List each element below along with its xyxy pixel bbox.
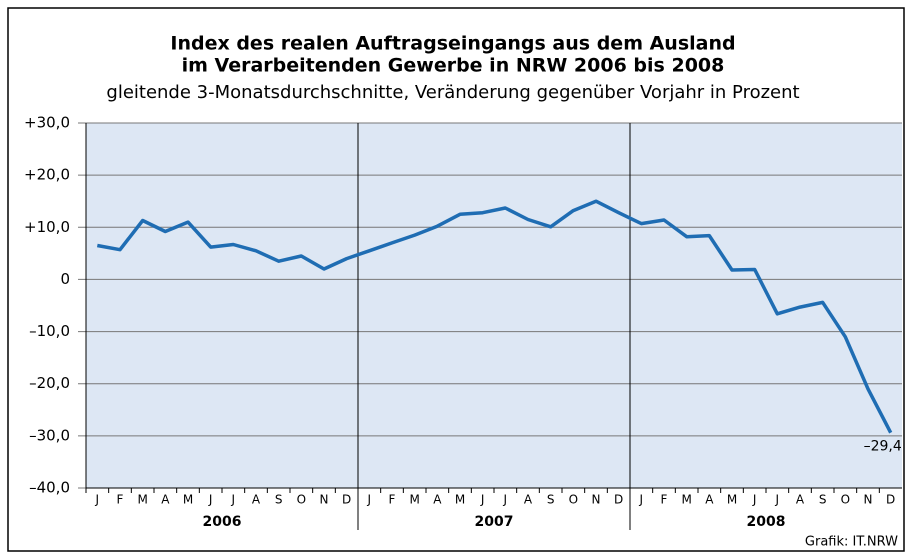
x-tick-label: M [137, 493, 147, 507]
x-tick-label: J [231, 493, 236, 507]
x-tick-label: A [433, 493, 442, 507]
x-tick-label: A [161, 493, 170, 507]
y-tick-label: +30,0 [24, 114, 70, 132]
y-tick-label: –40,0 [29, 479, 70, 497]
y-tick-label: +20,0 [24, 166, 70, 184]
chart-title: im Verarbeitenden Gewerbe in NRW 2006 bi… [182, 55, 725, 77]
x-tick-label: N [864, 493, 873, 507]
x-tick-label: S [547, 493, 555, 507]
y-tick-label: –10,0 [29, 322, 70, 340]
y-tick-label: –20,0 [29, 374, 70, 392]
chart-title: Index des realen Auftragseingangs aus de… [170, 33, 735, 55]
x-tick-label: A [524, 493, 533, 507]
chart-subtitle: gleitende 3-Monatsdurchschnitte, Verände… [106, 82, 799, 103]
x-tick-label: J [775, 493, 780, 507]
x-tick-label: O [569, 493, 578, 507]
year-label: 2006 [203, 514, 242, 530]
x-tick-label: F [117, 493, 124, 507]
x-tick-label: O [297, 493, 306, 507]
x-tick-label: F [661, 493, 668, 507]
x-tick-label: J [480, 493, 485, 507]
x-tick-label: S [819, 493, 827, 507]
x-tick-label: J [503, 493, 508, 507]
x-tick-label: M [409, 493, 419, 507]
x-tick-label: M [727, 493, 737, 507]
plot-area [86, 123, 902, 488]
y-tick-label: +10,0 [24, 218, 70, 236]
x-tick-label: J [639, 493, 644, 507]
x-tick-label: M [681, 493, 691, 507]
x-tick-label: N [320, 493, 329, 507]
year-label: 2008 [747, 514, 786, 530]
x-tick-label: D [342, 493, 351, 507]
x-tick-label: D [614, 493, 623, 507]
x-tick-label: N [592, 493, 601, 507]
x-tick-label: M [183, 493, 193, 507]
x-tick-label: O [841, 493, 850, 507]
x-tick-label: S [275, 493, 283, 507]
x-tick-label: D [886, 493, 895, 507]
x-tick-label: F [389, 493, 396, 507]
x-tick-label: J [95, 493, 100, 507]
x-tick-label: A [796, 493, 805, 507]
x-tick-label: A [252, 493, 261, 507]
data-line [96, 199, 893, 434]
x-tick-label: J [208, 493, 213, 507]
y-tick-label: 0 [60, 270, 70, 288]
x-tick-label: M [455, 493, 465, 507]
x-tick-label: A [705, 493, 714, 507]
y-tick-label: –30,0 [29, 426, 70, 444]
source: Grafik: IT.NRW [805, 535, 898, 550]
year-label: 2007 [475, 514, 514, 530]
x-tick-label: J [367, 493, 372, 507]
x-tick-label: J [752, 493, 757, 507]
data-label: –29,4 [864, 439, 902, 455]
